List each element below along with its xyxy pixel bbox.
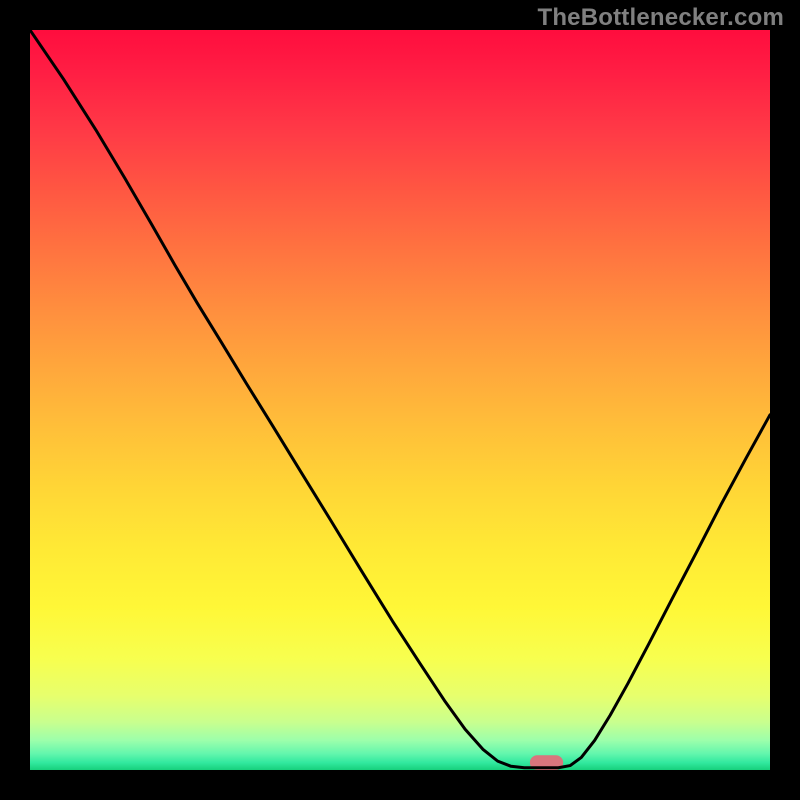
gradient-background — [30, 30, 770, 770]
plot-area — [30, 30, 770, 770]
plot-svg — [30, 30, 770, 770]
watermark-text: TheBottlenecker.com — [537, 4, 784, 32]
chart-stage: TheBottlenecker.com — [0, 0, 800, 800]
